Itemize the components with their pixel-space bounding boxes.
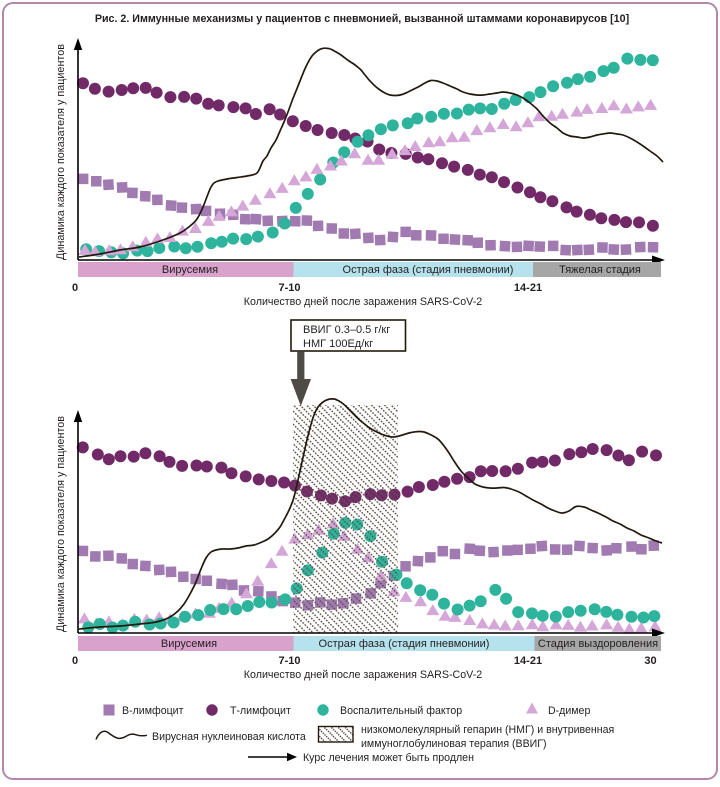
svg-text:В-лимфоцит: В-лимфоцит [122, 705, 184, 717]
svg-text:НМГ 100Ед/кг: НМГ 100Ед/кг [303, 338, 373, 350]
svg-text:7-10: 7-10 [278, 282, 300, 294]
svg-text:низкомолекулярный гепарин (НМГ: низкомолекулярный гепарин (НМГ) и внутри… [361, 724, 614, 736]
svg-text:Т-лимфоцит: Т-лимфоцит [230, 705, 291, 717]
svg-text:Тяжелая стадия: Тяжелая стадия [559, 264, 641, 276]
svg-text:Вирусная нуклеиновая кислота: Вирусная нуклеиновая кислота [152, 731, 306, 743]
svg-text:Вирусемия: Вирусемия [161, 638, 217, 650]
svg-text:Воспалительный фактор: Воспалительный фактор [340, 705, 462, 717]
svg-text:Острая фаза (стадия пневмонии): Острая фаза (стадия пневмонии) [343, 264, 514, 276]
svg-text:Количество дней после заражени: Количество дней после заражения SARS-CoV… [244, 669, 482, 681]
svg-text:ВВИГ 0.3–0.5 г/кг: ВВИГ 0.3–0.5 г/кг [303, 324, 390, 336]
svg-text:Количество дней после заражени: Количество дней после заражения SARS-CoV… [244, 296, 482, 308]
svg-text:Динамика каждого показателя у: Динамика каждого показателя у пациентов [55, 44, 67, 260]
svg-text:14-21: 14-21 [514, 282, 542, 294]
svg-text:Вирусемия: Вирусемия [162, 264, 218, 276]
svg-text:Рис. 2. Иммунные механизмы у п: Рис. 2. Иммунные механизмы у пациентов с… [95, 13, 629, 25]
svg-text:иммуноглобулиновая терапия (ВВ: иммуноглобулиновая терапия (ВВИГ) [361, 738, 547, 750]
svg-text:0: 0 [72, 655, 78, 667]
svg-text:Динамика каждого показателя у: Динамика каждого показателя у пациентов [55, 416, 67, 632]
svg-text:D-димер: D-димер [548, 705, 590, 717]
svg-text:Острая фаза (стадия пневмонии): Острая фаза (стадия пневмонии) [319, 638, 490, 650]
svg-text:30: 30 [644, 655, 656, 667]
svg-text:14-21: 14-21 [514, 655, 542, 667]
svg-text:0: 0 [72, 282, 78, 294]
svg-text:Стадия выздоровления: Стадия выздоровления [538, 638, 658, 650]
svg-text:Курс лечения может быть продле: Курс лечения может быть продлен [303, 752, 474, 764]
svg-text:7-10: 7-10 [278, 655, 300, 667]
